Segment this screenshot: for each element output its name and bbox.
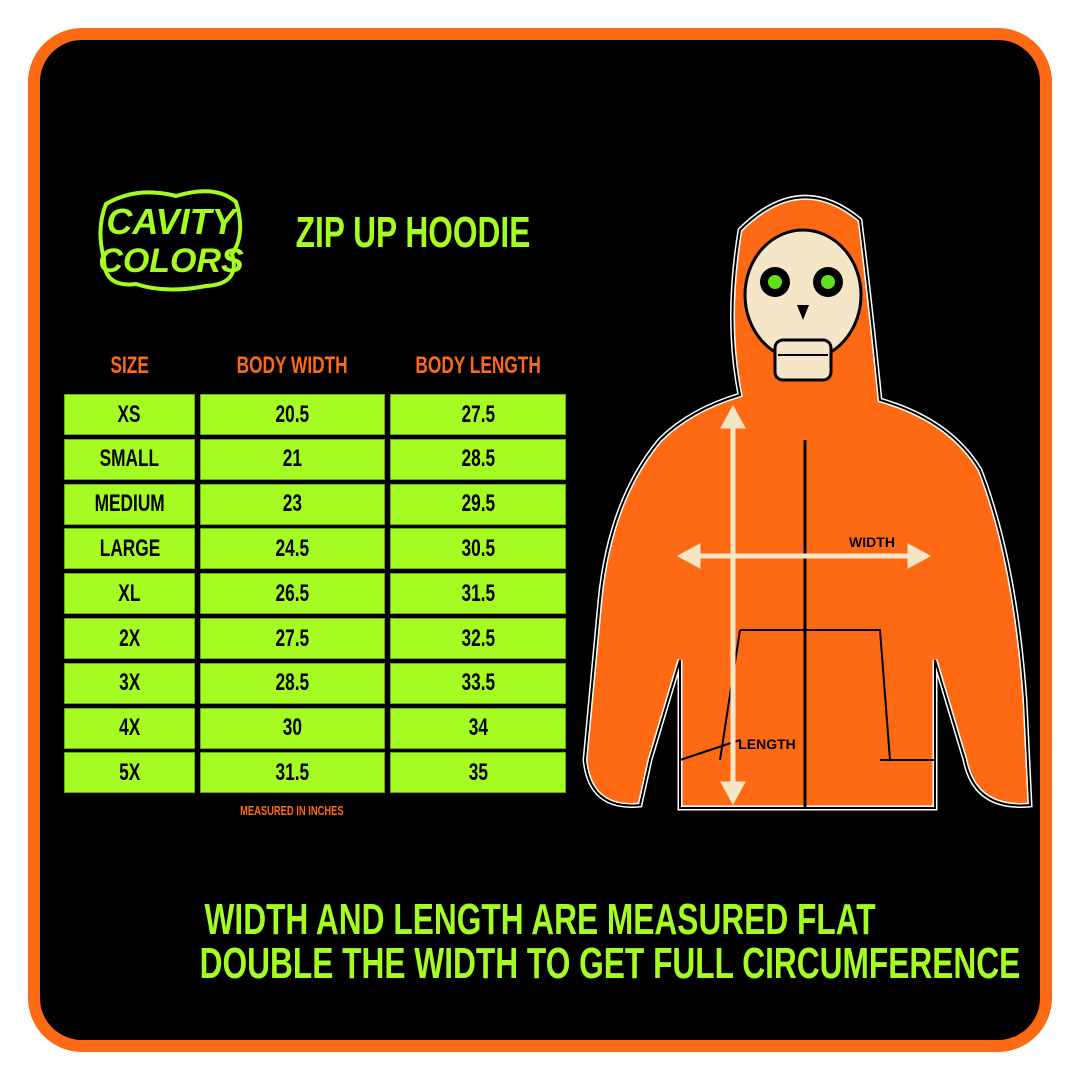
- table-cell-body-length: 29.5: [390, 483, 566, 525]
- cell-text: 28.5: [461, 445, 495, 473]
- table-cell-body-width: 26.5: [200, 573, 385, 615]
- units-note: MEASURED IN INCHES: [240, 803, 344, 818]
- table-cell-body-width: 30: [200, 707, 385, 749]
- table-cell-body-length: 34: [390, 707, 566, 749]
- cell-text: 31.5: [275, 758, 310, 786]
- cell-text: 32.5: [461, 624, 495, 652]
- cell-text: 28.5: [275, 669, 310, 697]
- header-size: SIZE: [110, 352, 149, 379]
- table-cell-body-length: 32.5: [390, 618, 566, 659]
- table-cell-body-length: 33.5: [390, 662, 566, 704]
- table-cell-body-length: 30.5: [390, 528, 566, 570]
- table-cell-size: 2X: [64, 618, 195, 659]
- cell-text: 30: [282, 714, 303, 742]
- hoodie-diagram: WIDTH LENGTH: [582, 194, 1033, 811]
- svg-text:COLORS: COLORS: [98, 242, 244, 280]
- cell-text: 27.5: [275, 624, 310, 652]
- cell-text: 34: [468, 714, 488, 742]
- width-label: WIDTH: [849, 534, 895, 550]
- cell-text: 26.5: [275, 579, 310, 607]
- cell-text: 3X: [118, 669, 141, 697]
- table-cell-size: SMALL: [64, 438, 195, 480]
- cell-text: 20.5: [275, 400, 310, 428]
- table-cell-body-length: 27.5: [390, 394, 566, 435]
- table-cell-body-length: 31.5: [390, 573, 566, 615]
- cell-text: 35: [468, 758, 488, 786]
- cell-text: SMALL: [99, 445, 160, 473]
- table-cell-body-width: 23: [200, 483, 385, 525]
- table-cell-size: 3X: [64, 662, 195, 704]
- footer-line-2: DOUBLE THE WIDTH TO GET FULL CIRCUMFEREN…: [199, 939, 1021, 988]
- table-cell-body-width: 31.5: [200, 752, 385, 794]
- cell-text: LARGE: [99, 534, 160, 562]
- table-cell-size: LARGE: [64, 528, 195, 570]
- cell-text: 30.5: [461, 534, 495, 562]
- cell-text: 5X: [118, 758, 141, 786]
- cell-text: 4X: [118, 714, 141, 742]
- table-cell-body-length: 28.5: [390, 438, 566, 480]
- cell-text: XL: [118, 579, 141, 607]
- length-label: LENGTH: [738, 736, 796, 752]
- cell-text: XS: [117, 400, 142, 428]
- table-cell-size: 4X: [64, 707, 195, 749]
- footer-line-1: WIDTH AND LENGTH ARE MEASURED FLAT: [204, 895, 876, 944]
- table-cell-size: XL: [64, 573, 195, 615]
- cell-text: 24.5: [275, 534, 310, 562]
- cell-text: 33.5: [461, 669, 495, 697]
- skull-icon: [743, 228, 863, 382]
- cell-text: 31.5: [461, 579, 495, 607]
- table-cell-body-width: 20.5: [200, 394, 385, 435]
- cell-text: 2X: [118, 624, 141, 652]
- cell-text: 21: [282, 445, 303, 473]
- cell-text: 23: [282, 490, 303, 518]
- table-cell-size: XS: [64, 394, 195, 435]
- table-cell-body-width: 24.5: [200, 528, 385, 570]
- table-cell-body-width: 27.5: [200, 618, 385, 659]
- header-body-length: BODY LENGTH: [415, 352, 541, 379]
- table-cell-size: 5X: [64, 752, 195, 794]
- page-title: ZIP UP HOODIE: [295, 208, 531, 257]
- cell-text: 27.5: [461, 400, 495, 428]
- table-cell-body-width: 28.5: [200, 662, 385, 704]
- svg-text:CAVITY: CAVITY: [106, 201, 238, 242]
- cell-text: MEDIUM: [94, 490, 165, 518]
- table-cell-size: MEDIUM: [64, 483, 195, 525]
- header-body-width: BODY WIDTH: [236, 352, 349, 379]
- cell-text: 29.5: [461, 490, 495, 518]
- cavity-colors-logo: CAVITY COLORS: [98, 189, 244, 292]
- table-cell-body-width: 21: [200, 438, 385, 480]
- table-cell-body-length: 35: [390, 752, 566, 794]
